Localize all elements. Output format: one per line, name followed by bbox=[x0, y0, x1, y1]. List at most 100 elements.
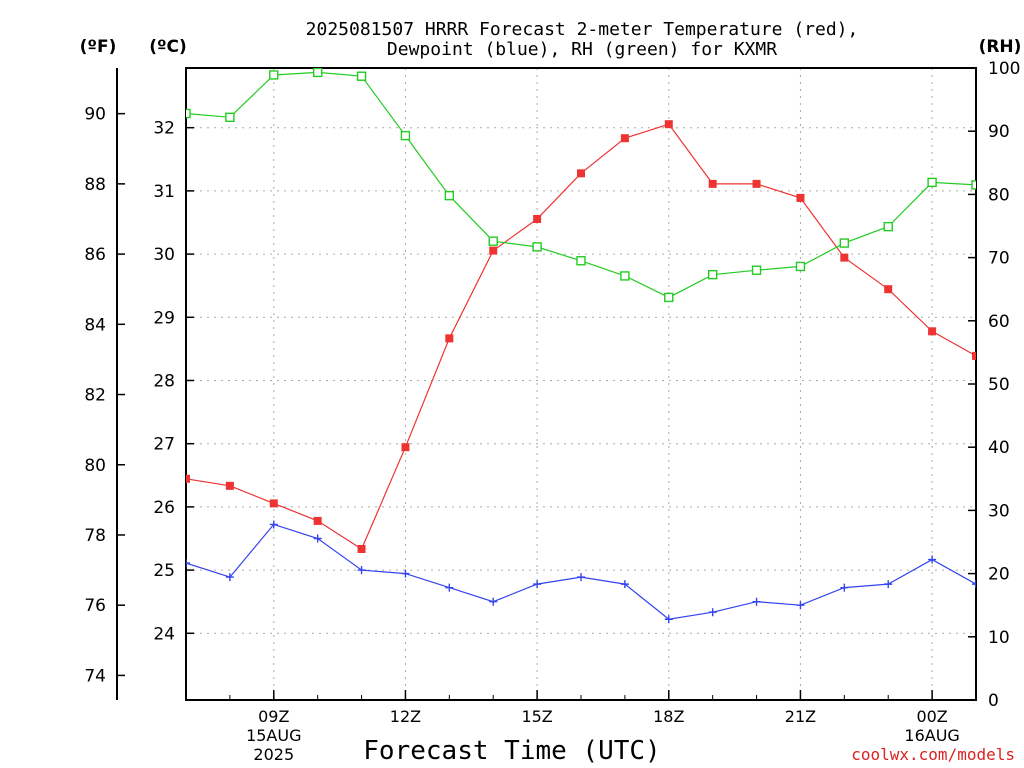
data-point bbox=[225, 573, 234, 582]
celsius-tick-label: 26 bbox=[153, 498, 175, 518]
fahrenheit-tick-label: 88 bbox=[84, 175, 106, 195]
data-point bbox=[796, 601, 805, 610]
celsius-tick-label: 25 bbox=[153, 561, 175, 581]
data-point bbox=[489, 246, 498, 255]
celsius-unit-label: (ºC) bbox=[149, 37, 187, 57]
celsius-tick-label: 32 bbox=[153, 119, 175, 139]
rh-tick-label: 20 bbox=[988, 565, 1010, 585]
rh-tick-label: 100 bbox=[988, 59, 1020, 79]
x-axis-title: Forecast Time (UTC) bbox=[363, 736, 660, 766]
fahrenheit-unit-label: (ºF) bbox=[80, 37, 117, 57]
data-point bbox=[445, 334, 454, 343]
celsius-tick-label: 28 bbox=[153, 371, 175, 391]
data-point bbox=[445, 583, 454, 592]
data-point bbox=[796, 193, 805, 202]
series-layer bbox=[186, 68, 976, 624]
rh-tick-label: 40 bbox=[988, 438, 1010, 458]
fahrenheit-tick-label: 86 bbox=[84, 245, 106, 265]
data-point bbox=[488, 236, 498, 246]
data-point bbox=[186, 559, 190, 568]
data-point bbox=[444, 190, 455, 201]
fahrenheit-tick-label: 78 bbox=[84, 526, 106, 546]
x-tick-label: 18Z bbox=[653, 707, 684, 726]
data-point bbox=[401, 569, 410, 578]
data-point bbox=[884, 285, 893, 294]
data-point bbox=[972, 580, 976, 589]
celsius-tick-label: 27 bbox=[153, 435, 175, 455]
fahrenheit-tick-label: 76 bbox=[84, 596, 106, 616]
data-point bbox=[313, 534, 322, 543]
rh-axis: 0 10 20 30 40 50 60 70 80 90 100 bbox=[968, 59, 1020, 711]
data-point bbox=[532, 242, 542, 252]
x-tick-label: 12Z bbox=[390, 707, 421, 726]
x-tick-label: 15Z bbox=[521, 707, 552, 726]
data-point bbox=[620, 134, 629, 143]
data-point bbox=[576, 256, 586, 266]
data-point bbox=[620, 580, 629, 589]
rh-tick-label: 60 bbox=[988, 312, 1010, 332]
data-point bbox=[795, 261, 806, 272]
data-point bbox=[312, 68, 323, 78]
data-point bbox=[313, 516, 322, 525]
x-tick-label: 2025 bbox=[253, 745, 294, 764]
chart-title-line-2: Dewpoint (blue), RH (green) for KXMR bbox=[387, 39, 777, 60]
fahrenheit-tick-label: 74 bbox=[84, 666, 106, 686]
data-point bbox=[928, 555, 937, 564]
data-point bbox=[186, 108, 191, 119]
data-point bbox=[577, 573, 585, 582]
fahrenheit-tick-label: 80 bbox=[84, 456, 106, 476]
data-point bbox=[269, 520, 278, 529]
x-tick-label: 00Z bbox=[916, 707, 947, 726]
data-point bbox=[928, 327, 937, 336]
rh-unit-label: (RH) bbox=[979, 37, 1022, 57]
fahrenheit-tick-label: 84 bbox=[84, 315, 106, 335]
rh-tick-label: 70 bbox=[988, 249, 1010, 269]
credit-text: coolwx.com/models bbox=[851, 745, 1015, 764]
data-point bbox=[577, 169, 585, 178]
grid bbox=[186, 68, 976, 700]
data-point bbox=[972, 351, 976, 360]
celsius-tick-label: 29 bbox=[153, 308, 175, 328]
data-point bbox=[356, 71, 367, 81]
rh-tick-label: 0 bbox=[988, 691, 999, 711]
data-point bbox=[400, 130, 411, 141]
data-point bbox=[401, 443, 410, 452]
data-point bbox=[664, 615, 673, 624]
rh-tick-label: 90 bbox=[988, 122, 1010, 142]
x-tick-label: 15AUG bbox=[246, 726, 301, 745]
rh-tick-label: 10 bbox=[988, 628, 1010, 648]
data-point bbox=[839, 238, 850, 248]
data-point bbox=[225, 481, 234, 490]
data-point bbox=[840, 253, 849, 262]
data-point bbox=[751, 265, 762, 275]
data-point bbox=[225, 112, 235, 122]
fahrenheit-tick-label: 90 bbox=[84, 105, 106, 125]
data-point bbox=[884, 580, 893, 589]
data-point bbox=[620, 271, 630, 281]
data-point bbox=[269, 70, 279, 80]
x-tick-label: 09Z bbox=[258, 707, 289, 726]
data-point bbox=[971, 180, 976, 190]
data-point bbox=[840, 583, 849, 592]
series-2-meter-temperature bbox=[186, 120, 976, 554]
celsius-tick-label: 24 bbox=[153, 624, 175, 644]
x-tick-label: 16AUG bbox=[904, 726, 959, 745]
data-point bbox=[927, 177, 937, 188]
data-point bbox=[357, 545, 366, 554]
plot-frame bbox=[185, 67, 977, 701]
data-point bbox=[533, 580, 542, 589]
series-line bbox=[186, 523, 976, 620]
series-line bbox=[186, 123, 976, 550]
data-point bbox=[883, 221, 893, 232]
data-point bbox=[269, 499, 278, 508]
data-point bbox=[708, 608, 717, 617]
rh-tick-label: 30 bbox=[988, 501, 1010, 521]
celsius-tick-label: 30 bbox=[153, 245, 175, 265]
celsius-axis: 24 25 26 27 28 29 30 31 32 bbox=[153, 119, 194, 644]
fahrenheit-tick-label: 82 bbox=[84, 386, 106, 406]
data-point bbox=[752, 597, 761, 606]
series-dewpoint bbox=[186, 520, 976, 624]
fahrenheit-axis: 74 76 78 80 82 84 86 88 90 bbox=[84, 105, 125, 686]
